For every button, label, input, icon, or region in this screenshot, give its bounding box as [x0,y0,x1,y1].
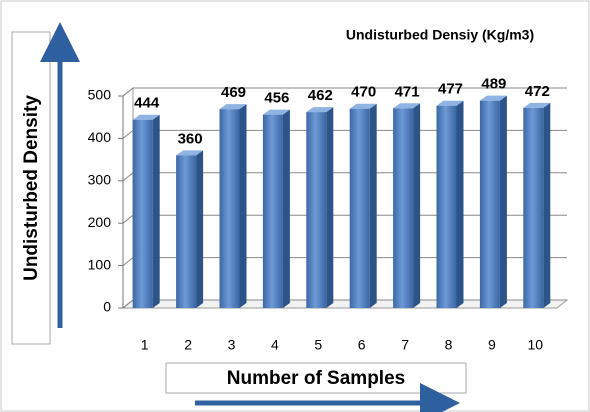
y-tick-label: 500 [88,87,112,103]
x-tick-label: 5 [314,337,322,353]
bar [176,155,197,308]
bar-top [523,102,551,108]
y-label-box [11,31,51,345]
grid-line [122,214,134,224]
bar-side [326,107,334,308]
x-axis-label: Number of Samples [227,368,405,389]
bar [479,100,500,308]
x-tick-label: 10 [528,337,544,353]
x-tick-label: 1 [141,337,149,353]
bar-top [132,114,160,120]
grid-line [122,257,134,266]
bar-side [152,114,160,308]
x-tick-label: 6 [358,337,366,353]
x-tick-label: 2 [184,337,192,353]
bar-top [219,104,247,110]
grid-line [122,87,134,97]
data-label: 462 [308,87,333,104]
bar-side [543,102,551,308]
bar [436,105,457,308]
bar-side [282,109,290,308]
bar [523,107,544,308]
grid-line [122,299,134,309]
data-label: 477 [438,81,463,98]
x-tick-label: 7 [401,337,409,353]
bar-side [196,150,204,308]
y-tick-label: 0 [103,299,111,315]
bar-side [369,103,377,308]
x-tick-label: 9 [488,337,496,353]
bar-top [349,103,377,109]
data-label: 456 [264,90,289,107]
data-label: 472 [525,83,550,100]
bar-side [499,95,507,308]
chart-title: Undisturbed Densiy (Kg/m3) [346,27,534,43]
bar-top [176,150,204,156]
back-wall [122,86,134,310]
bar-top [262,109,290,115]
data-label: 470 [351,84,376,101]
bar [349,108,370,308]
grid-line [122,130,134,139]
data-label: 489 [481,76,506,93]
bar [132,119,153,308]
data-label: 469 [221,84,246,101]
x-tick-label: 4 [271,337,279,353]
data-label: 444 [134,95,160,112]
bar-top [393,103,421,109]
bar-top [479,95,507,101]
bar [393,108,414,309]
y-axis-label: Undisturbed Density [21,95,42,281]
bar-side [413,103,421,309]
x-label-box [165,362,467,394]
x-tick-label: 3 [228,337,236,353]
bar-side [456,100,464,308]
y-tick-label: 400 [88,129,112,145]
bar [262,114,283,308]
y-tick-label: 300 [88,172,112,188]
bar-side [239,104,247,308]
bar [219,109,240,308]
data-label: 360 [178,130,203,147]
grid-line [122,172,134,182]
bar-top [436,100,464,106]
y-tick-label: 200 [88,214,112,230]
bar-top [306,107,334,113]
data-label: 471 [395,83,420,100]
x-tick-label: 8 [445,337,453,353]
bar [306,112,327,308]
y-tick-label: 100 [88,256,112,272]
